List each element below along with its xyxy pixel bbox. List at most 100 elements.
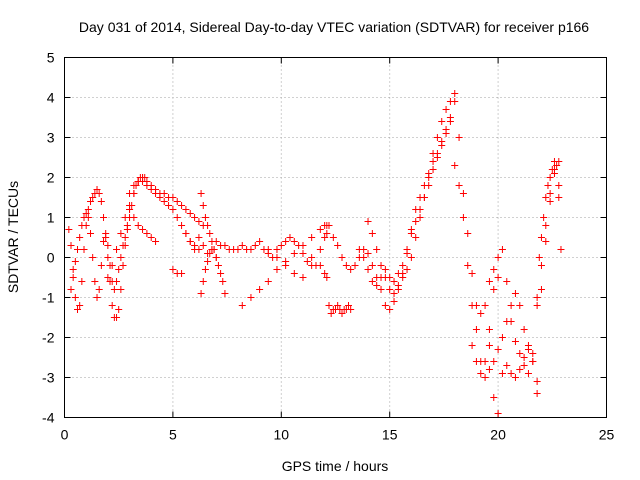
x-tick-label: 15 — [382, 427, 398, 443]
data-point — [178, 270, 186, 277]
data-point — [548, 166, 556, 173]
data-point — [80, 246, 88, 253]
data-point — [119, 242, 127, 249]
data-point — [130, 214, 138, 221]
data-point — [338, 310, 346, 317]
data-point — [455, 134, 463, 141]
data-point — [373, 246, 381, 253]
data-point — [540, 214, 548, 221]
data-point — [412, 218, 420, 225]
data-point — [544, 182, 552, 189]
data-point — [438, 138, 446, 145]
data-point — [472, 326, 480, 333]
data-point — [119, 262, 127, 269]
data-point — [542, 238, 550, 245]
data-point — [381, 274, 389, 281]
data-point — [208, 238, 216, 245]
series-arc-r — [533, 158, 565, 301]
data-point — [368, 278, 376, 285]
data-point — [113, 314, 121, 321]
data-point — [199, 278, 207, 285]
data-point — [347, 266, 355, 273]
data-point — [442, 106, 450, 113]
data-point — [126, 206, 134, 213]
data-point — [321, 234, 329, 241]
series-arc-c — [104, 174, 207, 281]
data-point — [139, 226, 147, 233]
data-point — [446, 118, 454, 125]
data-point — [390, 290, 398, 297]
data-point — [273, 254, 281, 261]
y-tick-label: -3 — [42, 370, 55, 386]
data-point — [160, 190, 168, 197]
data-point — [546, 190, 554, 197]
data-point — [147, 186, 155, 193]
data-point — [490, 358, 498, 365]
data-point — [100, 214, 108, 221]
data-point — [71, 294, 79, 301]
data-point — [214, 262, 222, 269]
data-point — [529, 358, 537, 365]
x-tick-labels: 0 5 10 15 20 25 — [61, 427, 615, 443]
data-point — [290, 270, 298, 277]
data-point — [256, 286, 264, 293]
data-point — [204, 258, 212, 265]
series-arc-h — [197, 246, 229, 297]
data-point — [399, 262, 407, 269]
data-point — [169, 206, 177, 213]
data-point — [407, 254, 415, 261]
data-point — [308, 262, 316, 269]
data-point — [104, 254, 112, 261]
data-point — [399, 270, 407, 277]
data-point — [386, 286, 394, 293]
data-point — [360, 254, 368, 261]
series-arc-j — [264, 230, 331, 281]
series-arc-m — [355, 98, 502, 317]
data-point — [204, 222, 212, 229]
x-tick-label: 25 — [599, 427, 615, 443]
data-point — [364, 218, 372, 225]
data-point — [345, 302, 353, 309]
data-point — [524, 370, 532, 377]
data-point — [455, 182, 463, 189]
data-point — [67, 242, 75, 249]
data-point — [156, 194, 164, 201]
data-point — [76, 302, 84, 309]
data-point — [197, 290, 205, 297]
data-point — [533, 390, 541, 397]
data-point — [238, 242, 246, 249]
data-point — [477, 370, 485, 377]
data-point — [327, 310, 335, 317]
data-point — [115, 306, 123, 313]
data-point — [273, 266, 281, 273]
data-point — [490, 266, 498, 273]
data-point — [290, 250, 298, 257]
data-point — [481, 374, 489, 381]
data-point — [412, 206, 420, 213]
y-tick-label: 3 — [47, 130, 55, 146]
data-point — [234, 246, 242, 253]
x-tick-label: 5 — [169, 427, 177, 443]
data-point — [390, 278, 398, 285]
data-point — [468, 342, 476, 349]
data-point — [490, 286, 498, 293]
data-point — [84, 206, 92, 213]
data-point — [117, 230, 125, 237]
data-point — [535, 254, 543, 261]
y-axis-label: SDTVAR / TECUs — [5, 181, 21, 293]
data-point — [97, 262, 105, 269]
data-point — [416, 214, 424, 221]
data-point — [347, 306, 355, 313]
data-point — [433, 150, 441, 157]
data-point — [199, 202, 207, 209]
data-point — [498, 370, 506, 377]
data-point — [438, 118, 446, 125]
data-point — [394, 282, 402, 289]
y-tick-label: 2 — [47, 170, 55, 186]
data-point — [459, 190, 467, 197]
data-point — [472, 358, 480, 365]
data-point — [143, 230, 151, 237]
data-point — [197, 190, 205, 197]
data-point — [451, 90, 459, 97]
